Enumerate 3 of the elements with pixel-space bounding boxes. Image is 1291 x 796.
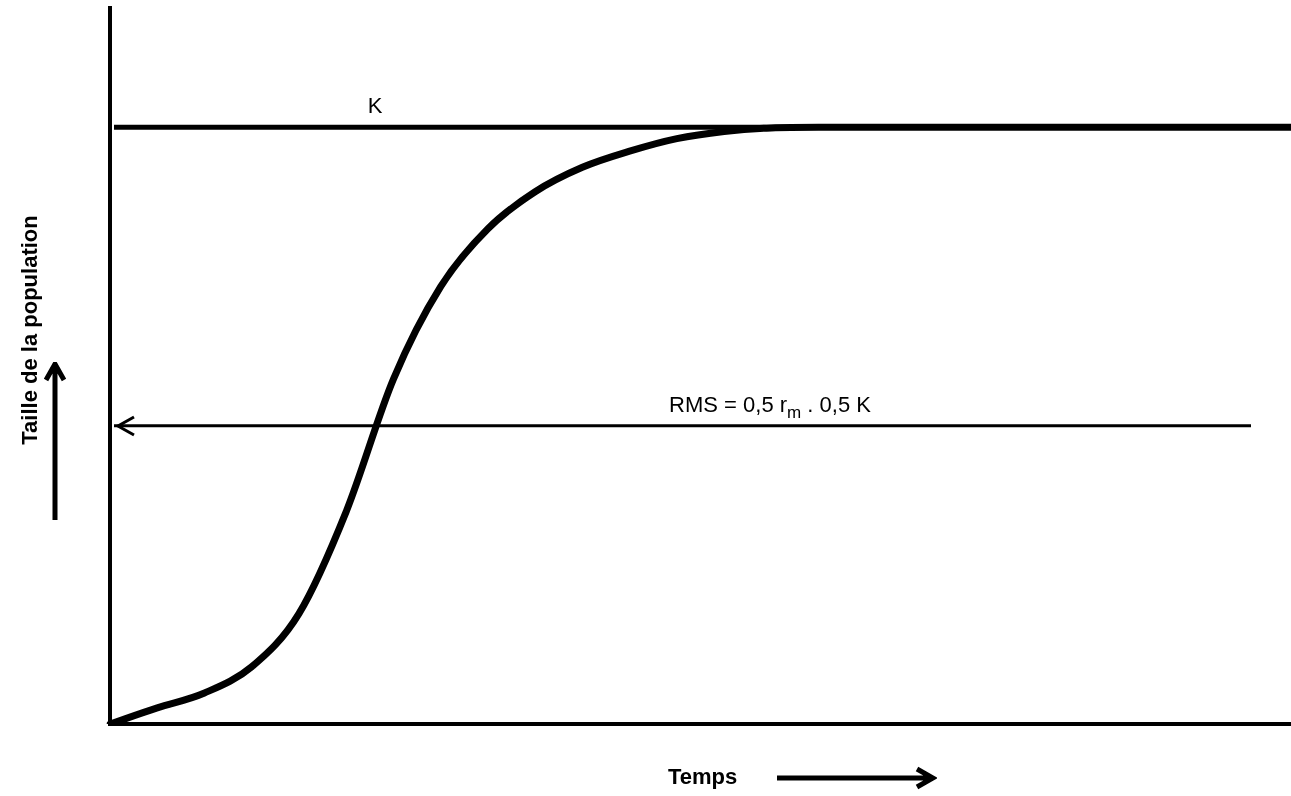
y-axis-title: Taille de la population — [17, 215, 43, 445]
ref-line-label: K — [367, 93, 383, 119]
x-axis-title: Temps — [668, 764, 738, 790]
